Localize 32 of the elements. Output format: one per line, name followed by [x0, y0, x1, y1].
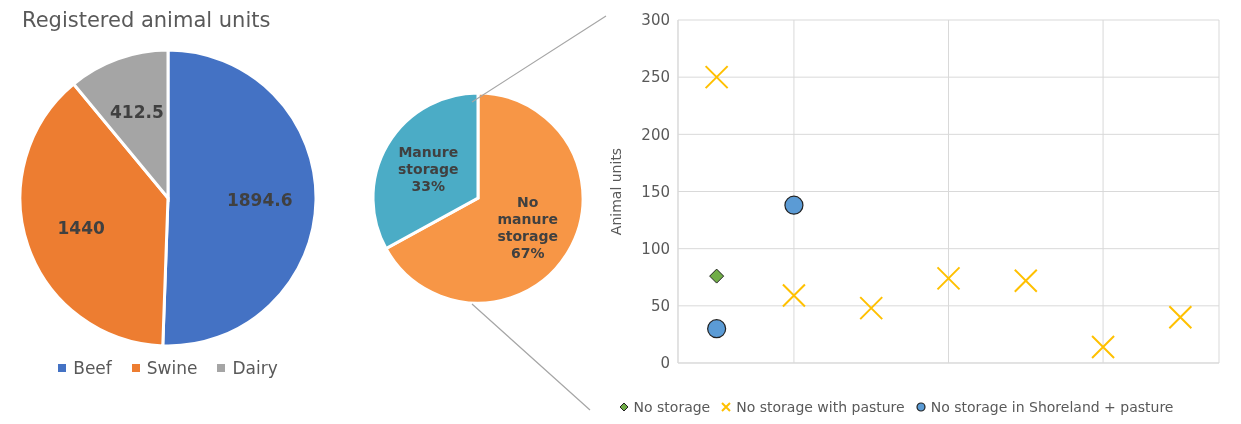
y-tick-label: 300	[641, 11, 670, 30]
y-axis-title: Animal units	[607, 147, 624, 236]
point	[1168, 305, 1193, 330]
y-tick-label: 200	[641, 125, 670, 144]
data-label: 1440	[57, 217, 105, 238]
data-label: 67%	[510, 244, 545, 261]
y-tick-label: 250	[641, 68, 670, 87]
point	[936, 266, 961, 291]
data-label: 412.5	[110, 101, 164, 122]
point	[859, 296, 884, 321]
point	[707, 319, 727, 339]
legend-label: No storage with pasture	[735, 399, 905, 415]
point	[1091, 334, 1116, 359]
data-label: 1894.6	[226, 189, 293, 210]
y-tick-label: 0	[660, 354, 670, 373]
legend-label: Swine	[145, 358, 198, 378]
y-tick-label: 50	[650, 297, 670, 316]
legend-label: Beef	[72, 358, 112, 378]
point	[709, 268, 725, 284]
point	[784, 195, 804, 215]
legend-label: No storage in Shoreland + pasture	[929, 399, 1174, 415]
y-tick-label: 150	[641, 182, 670, 201]
chart-title: Registered animal units	[21, 8, 272, 34]
point	[1013, 268, 1038, 293]
data-label: 33%	[411, 177, 446, 194]
point	[781, 283, 806, 308]
slice-label: Manure storage	[398, 143, 459, 177]
slice-label: No manure storage	[497, 193, 558, 244]
point	[704, 65, 729, 90]
legend-label: No storage	[632, 399, 711, 415]
legend-label: Dairy	[231, 358, 278, 378]
y-tick-label: 100	[641, 239, 670, 258]
